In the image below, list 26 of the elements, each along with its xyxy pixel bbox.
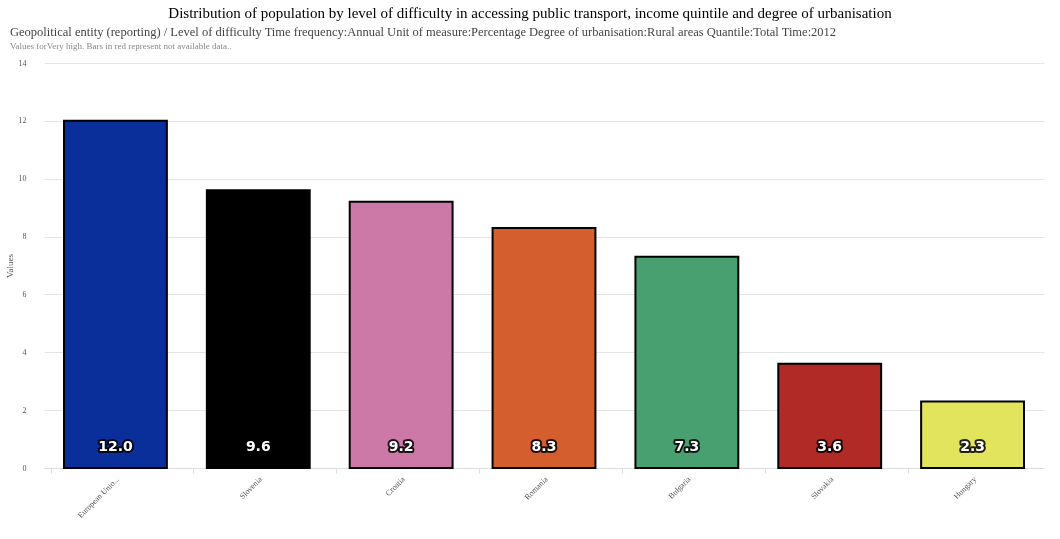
- y-axis-title: Values: [4, 253, 15, 278]
- y-tick-label: 2: [22, 405, 27, 415]
- bar: [634, 255, 740, 469]
- y-tick-label: 10: [18, 174, 27, 184]
- y-tick-label: 12: [18, 116, 27, 126]
- bar: [348, 200, 454, 469]
- text: Values forVery high. Bars in red represent not available data..: [10, 41, 233, 51]
- y-tick-label: 4: [22, 347, 27, 357]
- chart-title: Distribution of population by level of difficulty in accessing public transport, income quintile and degree of urbanisation: [167, 5, 893, 22]
- y-tick-label: 0: [22, 463, 27, 473]
- data-label: 2.3: [960, 438, 985, 454]
- y-tick-label: 8: [22, 232, 27, 242]
- y-tick-label: 6: [22, 289, 27, 299]
- bar: [63, 119, 168, 469]
- bar: [205, 189, 311, 469]
- data-label: 9.2: [388, 438, 414, 454]
- bar: [491, 226, 597, 469]
- data-label: 7.3: [674, 438, 700, 454]
- data-label: 3.6: [817, 438, 843, 454]
- bar: [777, 362, 883, 469]
- data-label: 12.0: [98, 438, 133, 454]
- y-tick-label: 14: [18, 58, 27, 68]
- chart-subtitle: Geopolitical entity (reporting) / Level of difficulty Time frequency:Annual Unit of measure:Percentage Degree of urbanisation:Rural areas Quantile:Total Time:2012: [10, 25, 838, 40]
- data-label: 9.6: [245, 438, 271, 454]
- bar: [920, 400, 1025, 469]
- data-label: 8.3: [531, 438, 557, 454]
